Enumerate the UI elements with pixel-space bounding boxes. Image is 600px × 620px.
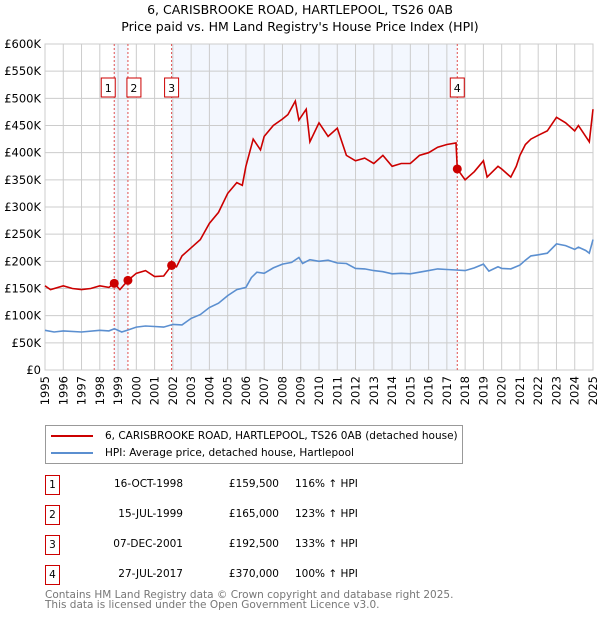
- footer-copyright: Contains HM Land Registry data © Crown c…: [45, 589, 454, 601]
- sale-price: £159,500: [228, 478, 279, 490]
- x-tick-label: 2023: [549, 376, 563, 405]
- sale-number: 3: [45, 535, 60, 555]
- y-tick-label: £0: [26, 363, 41, 377]
- x-tick-label: 2000: [129, 376, 143, 405]
- sale-label-text: 1: [105, 82, 112, 95]
- legend-item-hpi: HPI: Average price, detached house, Hart…: [46, 445, 354, 461]
- chart-subtitle: Price paid vs. HM Land Registry's House …: [121, 19, 479, 34]
- sale-price: £192,500: [228, 538, 279, 550]
- sale-hpi: 100% ↑ HPI: [295, 568, 358, 580]
- x-tick-label: 2003: [184, 376, 198, 405]
- x-tick-label: 2017: [440, 376, 454, 405]
- sale-hpi: 116% ↑ HPI: [295, 478, 358, 490]
- y-tick-label: £150K: [4, 282, 41, 296]
- sale-label-border: [164, 77, 180, 98]
- x-tick-label: 2001: [148, 376, 162, 405]
- x-tick-label: 2014: [385, 376, 399, 405]
- sale-point: [452, 164, 462, 174]
- x-tick-label: 2005: [221, 376, 235, 405]
- x-tick-label: 1999: [111, 376, 125, 405]
- y-tick-label: £50K: [12, 336, 42, 350]
- y-tick-label: £200K: [4, 254, 41, 268]
- legend-label: HPI: Average price, detached house, Hart…: [105, 447, 354, 459]
- y-tick-label: £400K: [4, 146, 41, 160]
- x-tick-label: 2011: [330, 376, 344, 405]
- chart-title: 6, CARISBROOKE ROAD, HARTLEPOOL, TS26 0A…: [147, 2, 453, 17]
- sale-number: 2: [45, 505, 60, 525]
- x-tick-label: 2020: [495, 376, 509, 405]
- y-tick-label: £600K: [4, 37, 41, 51]
- y-tick-label: £100K: [4, 309, 41, 323]
- property-series-line: [44, 98, 594, 291]
- sale-date: 27-JUL-2017: [118, 568, 183, 580]
- sale-label-box: 4: [449, 77, 465, 98]
- legend-line-blue: [51, 452, 93, 454]
- x-tick-label: 2009: [294, 376, 308, 405]
- x-tick-label: 1997: [75, 376, 89, 405]
- sale-point: [109, 278, 119, 288]
- legend-label: 6, CARISBROOKE ROAD, HARTLEPOOL, TS26 0A…: [105, 430, 458, 442]
- sale-label-box: 1: [100, 77, 116, 98]
- x-tick-label: 2016: [422, 376, 436, 405]
- x-tick-label: 2010: [312, 376, 326, 405]
- sale-label-text: 2: [130, 82, 137, 95]
- sale-label-box: 3: [164, 77, 180, 98]
- x-tick-label: 2015: [403, 376, 417, 405]
- x-tick-label: 1995: [38, 376, 52, 405]
- sale-label-text: 4: [454, 82, 461, 95]
- sale-number: 4: [45, 565, 60, 585]
- y-tick-label: £500K: [4, 91, 41, 105]
- x-tick-label: 2004: [202, 376, 216, 405]
- sale-price: £165,000: [228, 508, 279, 520]
- sale-label-border: [100, 77, 116, 98]
- price-chart: £0 £50K £100K £150K £200K £250K £300K £350K £400…: [4, 37, 600, 405]
- legend-item-property: 6, CARISBROOKE ROAD, HARTLEPOOL, TS26 0A…: [46, 428, 458, 444]
- y-tick-label: £350K: [4, 173, 41, 187]
- y-tick-label: £450K: [4, 119, 41, 133]
- sale-point: [123, 275, 133, 285]
- sale-label-border: [126, 77, 142, 98]
- sale-date: 15-JUL-1999: [118, 508, 183, 520]
- x-tick-label: 2013: [367, 376, 381, 405]
- y-tick-label: £250K: [4, 227, 41, 241]
- plot-border: [44, 43, 594, 371]
- sale-label-box: 2: [126, 77, 142, 98]
- footer: Contains HM Land Registry data © Crown c…: [45, 589, 454, 611]
- x-tick-label: 2006: [239, 376, 253, 405]
- sale-date: 16-OCT-1998: [114, 478, 183, 490]
- y-tick-label: £300K: [4, 200, 41, 214]
- x-tick-label: 2024: [568, 376, 582, 405]
- x-tick-label: 2002: [166, 376, 180, 405]
- sale-price: £370,000: [228, 568, 279, 580]
- sale-date: 07-DEC-2001: [113, 538, 183, 550]
- x-tick-label: 2021: [513, 376, 527, 405]
- x-tick-label: 2018: [458, 376, 472, 405]
- legend: 6, CARISBROOKE ROAD, HARTLEPOOL, TS26 0A…: [45, 425, 463, 464]
- sale-hpi: 133% ↑ HPI: [295, 538, 358, 550]
- x-tick-label: 2007: [257, 376, 271, 405]
- x-tick-label: 2019: [476, 376, 490, 405]
- hpi-series-line: [44, 239, 594, 333]
- footer-licence: This data is licensed under the Open Gov…: [45, 599, 380, 611]
- x-tick-label: 2008: [275, 376, 289, 405]
- sale-number: 1: [45, 475, 60, 495]
- sale-label-border: [449, 77, 465, 98]
- y-tick-label: £550K: [4, 64, 41, 78]
- x-tick-label: 2025: [586, 376, 600, 405]
- x-tick-label: 1998: [93, 376, 107, 405]
- x-tick-label: 2022: [531, 376, 545, 405]
- x-tick-label: 1996: [56, 376, 70, 405]
- x-tick-label: 2012: [349, 376, 363, 405]
- sale-hpi: 123% ↑ HPI: [295, 508, 358, 520]
- legend-line-red: [51, 435, 93, 437]
- sale-point: [167, 260, 177, 270]
- sale-label-text: 3: [168, 82, 175, 95]
